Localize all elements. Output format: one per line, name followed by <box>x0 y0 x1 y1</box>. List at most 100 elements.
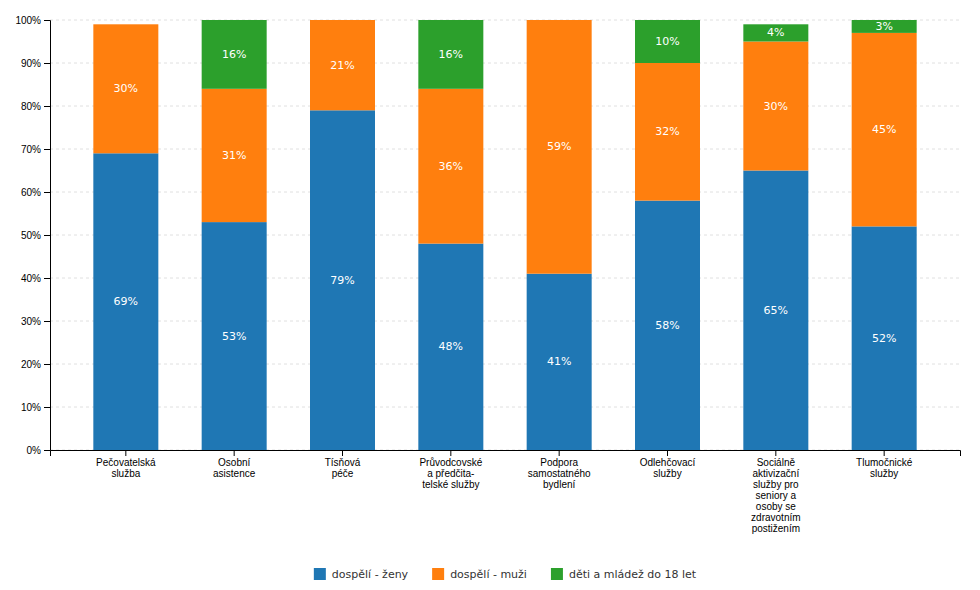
x-tick: Odlehčovacíslužby <box>640 450 696 479</box>
grid-line <box>50 364 960 365</box>
bar <box>310 20 375 21</box>
bar <box>852 33 917 227</box>
bar <box>743 171 808 451</box>
y-tick-mark <box>44 321 50 322</box>
x-axis-line <box>51 451 961 457</box>
x-tick-mark <box>125 450 126 456</box>
x-tick: Průvodcovskéa předčita-telské služby <box>419 450 482 490</box>
y-tick: 40% <box>21 273 50 284</box>
bar <box>202 20 267 89</box>
data-label: 21% <box>330 59 354 72</box>
y-tick: 20% <box>21 359 50 370</box>
bar <box>202 222 267 450</box>
chart: 0%10%20%30%40%50%60%70%80%90%100%Pečovat… <box>0 0 980 590</box>
x-tick: Osobníasistence <box>213 450 256 479</box>
data-label: 58% <box>655 319 679 332</box>
y-tick-mark <box>44 192 50 193</box>
x-tick-mark <box>884 450 885 456</box>
legend-swatch <box>432 568 444 580</box>
data-label: 52% <box>872 332 896 345</box>
y-tick: 60% <box>21 187 50 198</box>
data-labels: 69%53%79%48%41%58%65%52%30%31%21%36%59%3… <box>114 20 897 368</box>
data-label: 45% <box>872 123 896 136</box>
y-tick-label: 20% <box>21 359 41 370</box>
y-tick: 90% <box>21 58 50 69</box>
legend-item: děti a mládež do 18 let <box>551 568 697 581</box>
bar <box>527 20 592 274</box>
grid-line <box>50 407 960 408</box>
y-tick-mark <box>44 407 50 408</box>
data-label: 53% <box>222 330 246 343</box>
x-tick-label-line: osoby se <box>756 501 796 512</box>
bars <box>93 20 916 450</box>
plot: 0%10%20%30%40%50%60%70%80%90%100%Pečovat… <box>15 15 960 534</box>
y-tick-mark <box>44 20 50 21</box>
y-tick-label: 50% <box>21 230 41 241</box>
x-tick-label-line: postižením <box>752 523 800 534</box>
x-tick-label: Osobníasistence <box>213 457 256 479</box>
y-tick: 10% <box>21 402 50 413</box>
data-label: 10% <box>655 35 679 48</box>
x-tick-label: Tlumočnickéslužby <box>856 457 913 479</box>
x-tick-label-line: služba <box>111 468 140 479</box>
x-axis: Pečovatelskáslužba Osobníasistence Tísňová… <box>51 450 961 534</box>
data-label: 16% <box>439 48 463 61</box>
data-label: 79% <box>330 274 354 287</box>
data-label: 3% <box>875 20 892 33</box>
grid-line <box>50 149 960 150</box>
legend-swatch <box>314 568 326 580</box>
y-axis: 0%10%20%30%40%50%60%70%80%90%100% <box>15 15 50 456</box>
data-label: 32% <box>655 125 679 138</box>
y-tick-label: 60% <box>21 187 41 198</box>
legend-label: dospělí - muži <box>450 568 527 581</box>
y-tick-mark <box>44 278 50 279</box>
legend-swatch <box>551 568 563 580</box>
y-tick: 100% <box>15 15 50 26</box>
bar <box>310 20 375 110</box>
data-label: 65% <box>764 304 788 317</box>
x-tick-label-line: služby pro <box>753 479 799 490</box>
bar <box>743 42 808 171</box>
grid-line <box>50 106 960 107</box>
y-tick-label: 40% <box>21 273 41 284</box>
x-tick: Pečovatelskáslužba <box>96 450 156 479</box>
grid <box>50 20 960 450</box>
bar <box>527 20 592 21</box>
y-tick-mark <box>44 106 50 107</box>
x-tick-label: Sociálněaktivizačníslužby proseniory aos… <box>751 457 800 534</box>
x-tick-mark <box>450 450 451 456</box>
legend-label: dospělí - ženy <box>332 568 409 581</box>
y-tick-mark <box>44 235 50 236</box>
x-tick: Tlumočnickéslužby <box>856 450 913 479</box>
bar <box>527 274 592 450</box>
bar <box>202 89 267 222</box>
bar <box>93 24 158 153</box>
y-tick-mark <box>44 364 50 365</box>
x-tick-label: Pečovatelskáslužba <box>96 457 156 479</box>
x-tick: Tísňovápéče <box>325 450 361 479</box>
y-axis-line <box>44 21 51 451</box>
data-label: 31% <box>222 149 246 162</box>
legend-label: děti a mládež do 18 let <box>569 568 697 581</box>
y-tick-label: 0% <box>27 445 42 456</box>
data-label: 4% <box>767 26 784 39</box>
bar <box>635 63 700 201</box>
bar <box>743 24 808 41</box>
bar <box>852 226 917 450</box>
bar <box>635 20 700 63</box>
x-tick-label-line: telské služby <box>422 479 479 490</box>
grid-line <box>50 235 960 236</box>
data-label: 30% <box>764 100 788 113</box>
x-tick-label-line: a předčita- <box>427 468 474 479</box>
x-tick-mark <box>342 450 343 456</box>
x-tick-label-line: bydlení <box>543 479 575 490</box>
y-tick-mark <box>44 149 50 150</box>
x-tick-label-line: Odlehčovací <box>640 457 696 468</box>
x-tick-label: Odlehčovacíslužby <box>640 457 696 479</box>
data-label: 16% <box>222 48 246 61</box>
x-tick-mark <box>234 450 235 456</box>
legend: dospělí - ženy dospělí - muži děti a mláde… <box>314 568 697 581</box>
grid-line <box>50 278 960 279</box>
y-tick: 70% <box>21 144 50 155</box>
x-tick-label-line: zdravotním <box>751 512 800 523</box>
